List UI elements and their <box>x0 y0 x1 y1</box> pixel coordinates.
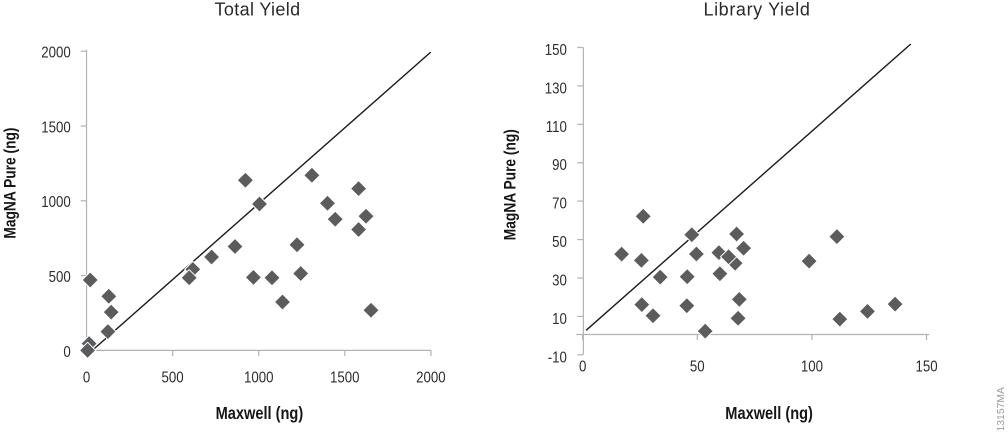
svg-text:Maxwell (ng): Maxwell (ng) <box>725 404 813 423</box>
svg-text:1500: 1500 <box>330 370 360 387</box>
svg-text:110: 110 <box>546 119 567 136</box>
svg-text:0: 0 <box>579 358 586 375</box>
svg-text:150: 150 <box>915 358 937 375</box>
svg-text:-10: -10 <box>548 349 567 366</box>
svg-text:13157MA: 13157MA <box>996 387 1007 430</box>
svg-text:100: 100 <box>801 358 823 375</box>
svg-text:10: 10 <box>552 311 567 328</box>
svg-text:0: 0 <box>83 370 90 387</box>
svg-text:90: 90 <box>552 157 567 174</box>
svg-text:2000: 2000 <box>41 45 71 62</box>
svg-text:130: 130 <box>545 80 567 97</box>
svg-text:30: 30 <box>552 273 567 290</box>
svg-text:70: 70 <box>552 196 567 213</box>
svg-text:2000: 2000 <box>416 370 446 387</box>
svg-text:MagNA Pure (ng): MagNA Pure (ng) <box>501 129 519 240</box>
svg-text:150: 150 <box>545 42 567 59</box>
svg-text:1000: 1000 <box>41 194 71 211</box>
svg-text:50: 50 <box>690 358 705 375</box>
svg-text:Library Yield: Library Yield <box>703 0 810 19</box>
svg-text:500: 500 <box>162 370 184 387</box>
svg-text:Total Yield: Total Yield <box>215 0 301 19</box>
svg-text:1000: 1000 <box>244 370 274 387</box>
svg-text:Maxwell (ng): Maxwell (ng) <box>216 404 304 423</box>
svg-text:MagNA Pure (ng): MagNA Pure (ng) <box>1 128 19 239</box>
svg-text:0: 0 <box>63 344 70 361</box>
svg-text:50: 50 <box>552 234 567 251</box>
svg-text:1500: 1500 <box>41 119 71 136</box>
svg-text:500: 500 <box>49 269 71 286</box>
